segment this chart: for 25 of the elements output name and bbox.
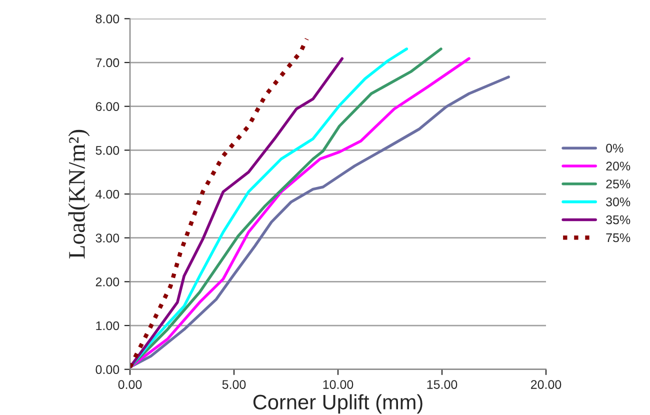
line-series	[130, 76, 510, 369]
legend-label: 20%	[606, 162, 630, 171]
y-tick-label: 3.00	[96, 234, 120, 242]
y-tick-label: 0.00	[96, 365, 120, 374]
line-series	[130, 57, 344, 369]
legend-label: 30%	[606, 197, 630, 206]
y-axis-title: Load(KN/m²)	[68, 130, 90, 259]
legend-label: 25%	[606, 180, 630, 188]
line-series	[130, 36, 309, 370]
y-tick-label: 1.00	[96, 321, 120, 330]
x-tick-label: 10.00	[323, 380, 354, 389]
y-tick-label: 4.00	[96, 190, 120, 199]
y-tick-label: 8.00	[96, 14, 120, 24]
y-tick-label: 2.00	[96, 277, 120, 286]
x-axis-title: Corner Uplift (mm)	[253, 394, 422, 414]
x-tick-label: 5.00	[222, 380, 246, 389]
y-tick-label: 7.00	[96, 58, 120, 68]
legend-label: 35%	[606, 215, 630, 224]
x-tick-label: 15.00	[427, 380, 458, 389]
y-tick-label: 6.00	[96, 102, 120, 111]
x-tick-label: 0.00	[118, 380, 142, 389]
legend-label: 0%	[606, 144, 624, 153]
y-tick-label: 5.00	[96, 146, 120, 155]
legend-label: 75%	[606, 233, 630, 242]
x-tick-label: 20.00	[530, 380, 562, 389]
